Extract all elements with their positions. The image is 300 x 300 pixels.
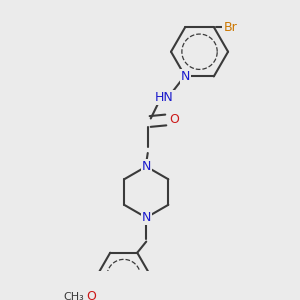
Text: HN: HN	[155, 91, 174, 104]
Text: N: N	[142, 211, 151, 224]
Text: N: N	[142, 160, 151, 173]
Text: O: O	[86, 290, 96, 300]
Text: CH₃: CH₃	[64, 292, 85, 300]
Text: Br: Br	[224, 20, 237, 34]
Text: O: O	[169, 113, 179, 127]
Text: N: N	[181, 70, 190, 83]
